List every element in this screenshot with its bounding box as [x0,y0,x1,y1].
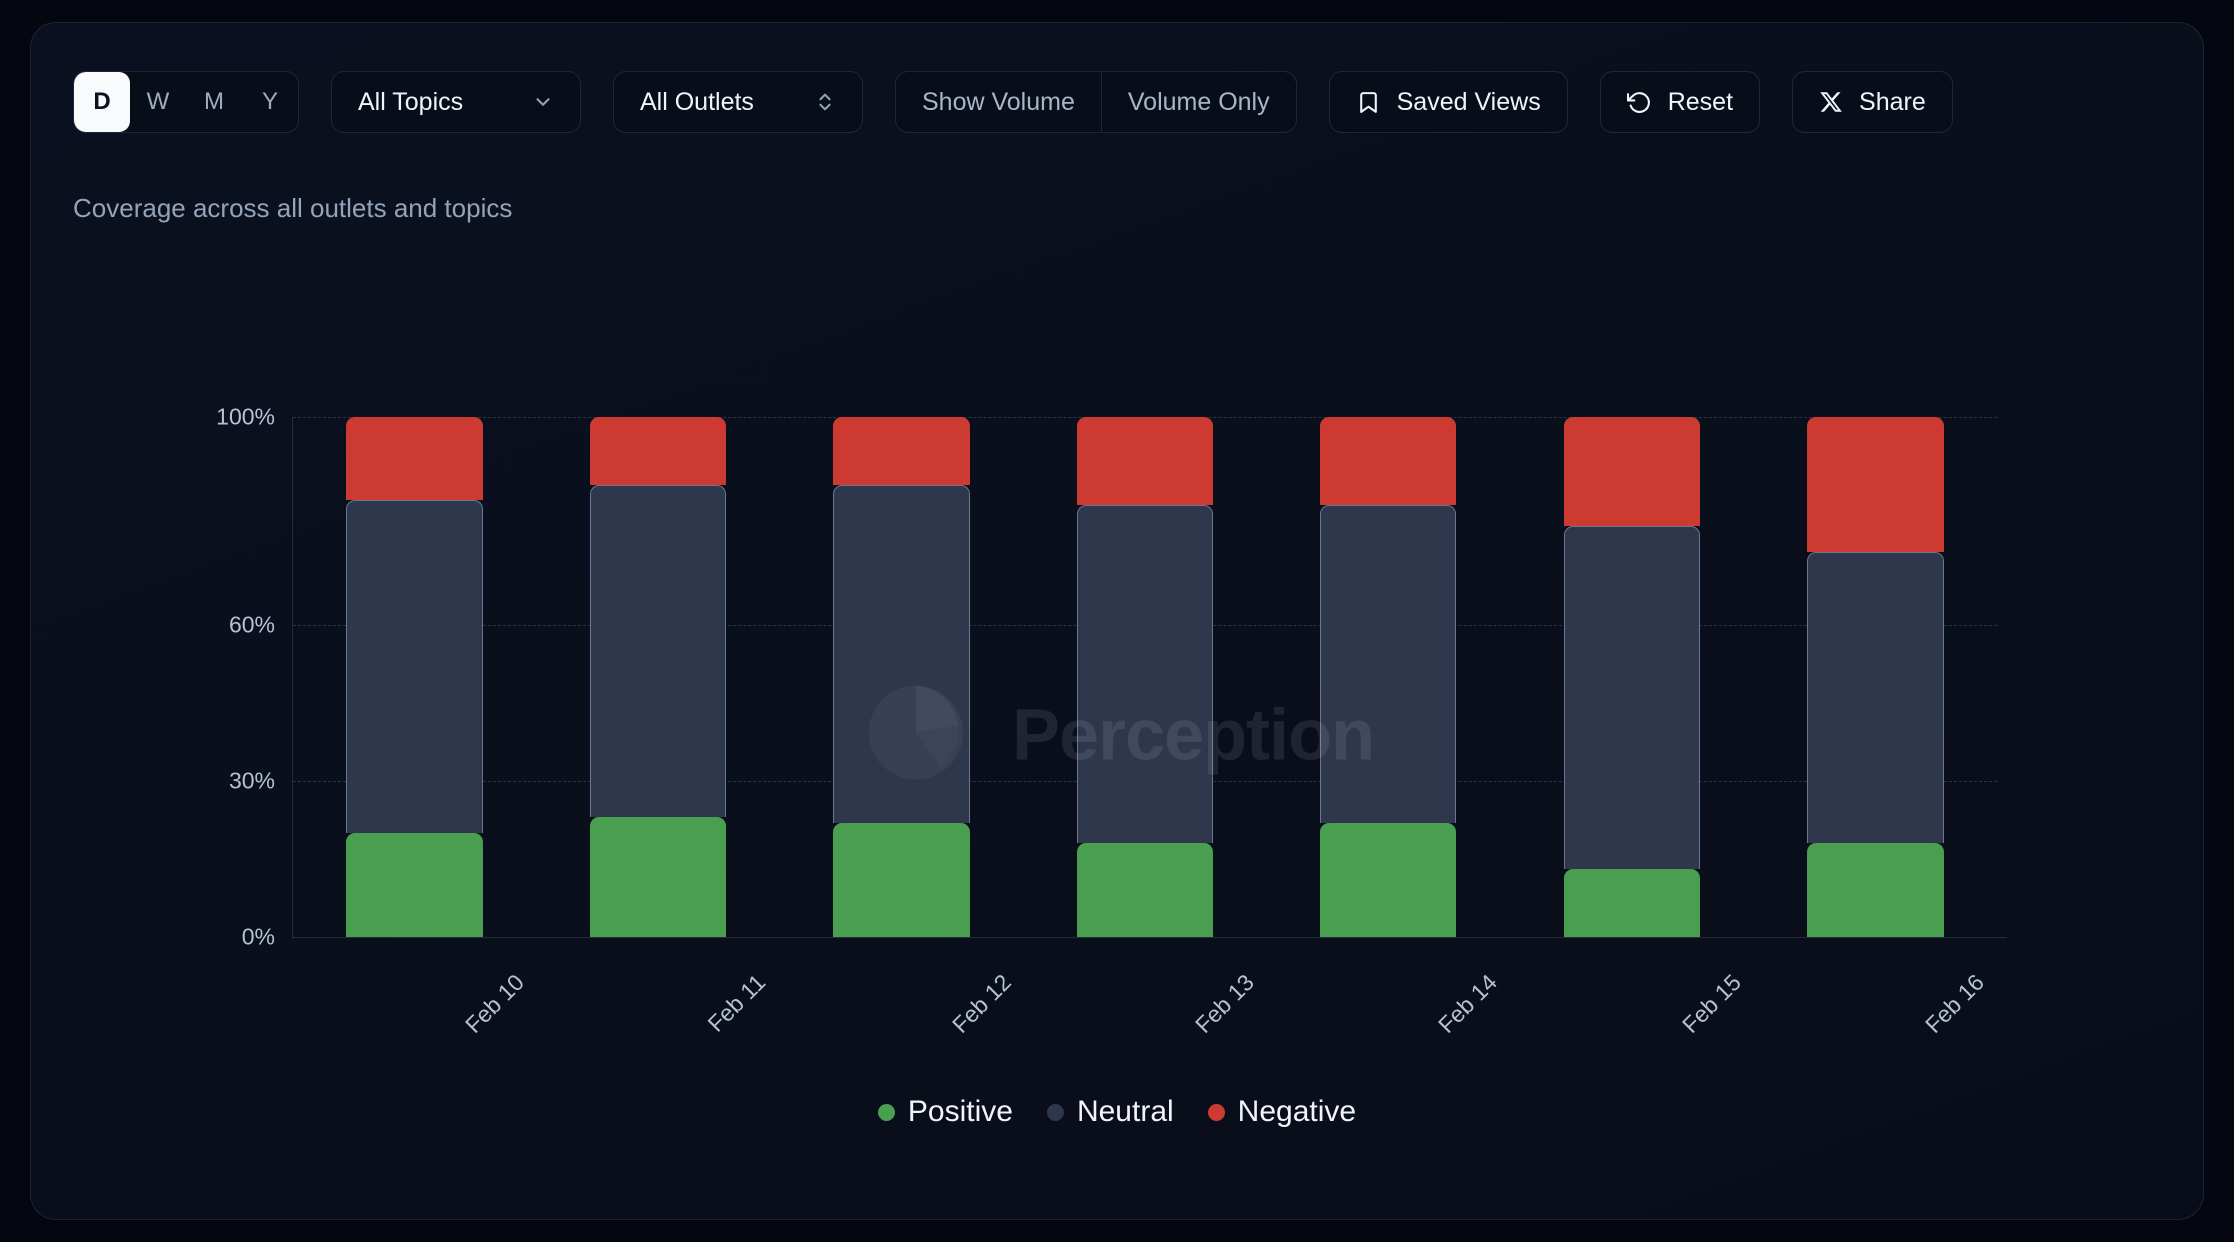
bar-column[interactable] [1754,417,1997,937]
x-axis-tick: Feb 12 [946,969,1016,1039]
topics-select-value: All Topics [358,87,464,116]
x-logo-icon [1819,90,1843,114]
chart-legend: Positive Neutral Negative [31,1095,2203,1129]
bar-column[interactable] [780,417,1023,937]
bar-series [293,417,1997,937]
bar-segment-negative[interactable] [590,417,727,485]
bar-segment-negative[interactable] [1563,417,1700,527]
bar-segment-positive[interactable] [1320,822,1457,937]
x-axis-tick: Feb 14 [1433,969,1503,1039]
chart-subtitle: Coverage across all outlets and topics [73,193,513,223]
stacked-bar[interactable] [1320,417,1457,937]
range-option-w[interactable]: W [130,72,186,132]
chevron-up-down-icon [814,91,836,113]
bookmark-icon [1356,90,1381,115]
topics-select[interactable]: All Topics [331,71,581,133]
reset-label: Reset [1667,87,1734,116]
legend-label: Neutral [1076,1095,1174,1128]
outlets-select[interactable]: All Outlets [613,71,863,133]
volume-toggle-group: Show Volume Volume Only [895,71,1297,133]
gridline [293,937,1997,938]
plot-area: 100% 60% 30% 0% Feb 10 Feb 11 Feb 12 Feb 13 Feb… [216,404,2007,1038]
y-axis-tick: 60% [228,611,275,638]
legend-label: Positive [907,1095,1013,1128]
bar-segment-positive[interactable] [590,817,727,937]
bar-column[interactable] [1510,417,1753,937]
range-option-d[interactable]: D [74,72,130,132]
stacked-bar[interactable] [1806,417,1944,937]
x-axis-tick: Feb 13 [1189,969,1259,1039]
bar-segment-positive[interactable] [346,833,484,937]
legend-swatch-icon [1207,1103,1225,1121]
bar-segment-neutral[interactable] [833,484,971,823]
legend-item-neutral[interactable]: Neutral [1046,1095,1174,1129]
range-option-m[interactable]: M [186,72,242,132]
bar-segment-positive[interactable] [1806,843,1944,937]
volume-only-button[interactable]: Volume Only [1102,72,1296,132]
x-axis-tick: Feb 11 [702,969,771,1037]
toolbar-divider [1100,72,1102,132]
bar-segment-negative[interactable] [1806,417,1944,553]
x-axis-tick: Feb 16 [1920,969,1990,1039]
bar-segment-positive[interactable] [1563,869,1700,937]
stacked-bar[interactable] [590,417,727,937]
legend-item-positive[interactable]: Positive [877,1095,1013,1129]
bar-column[interactable] [1023,417,1266,937]
legend-item-negative[interactable]: Negative [1207,1095,1357,1129]
y-axis-line [292,417,293,937]
x-axis-tick: Feb 10 [459,969,529,1039]
bar-segment-neutral[interactable] [1320,505,1457,823]
rotate-ccw-icon [1626,90,1652,115]
bar-segment-neutral[interactable] [1563,526,1700,870]
bar-column[interactable] [293,417,536,937]
bar-segment-negative[interactable] [833,417,971,485]
reset-button[interactable]: Reset [1599,71,1761,133]
chevron-down-icon [532,91,554,113]
bar-segment-neutral[interactable] [1076,505,1213,844]
range-option-y[interactable]: Y [242,72,298,132]
bar-segment-positive[interactable] [1076,843,1213,937]
stacked-bar[interactable] [1563,417,1700,937]
bar-segment-negative[interactable] [346,417,484,501]
bar-segment-neutral[interactable] [1806,552,1944,844]
bar-segment-neutral[interactable] [590,484,727,818]
share-label: Share [1859,87,1926,116]
bar-column[interactable] [536,417,779,937]
legend-label: Negative [1237,1095,1357,1128]
y-axis-tick: 30% [228,767,275,794]
x-axis-tick: Feb 15 [1676,969,1746,1039]
outlets-select-value: All Outlets [640,87,754,116]
legend-swatch-icon [1046,1103,1064,1121]
y-axis-tick: 0% [241,923,275,950]
show-volume-button[interactable]: Show Volume [896,72,1101,132]
bar-segment-negative[interactable] [1320,417,1457,506]
saved-views-label: Saved Views [1396,87,1541,116]
stacked-bar[interactable] [833,417,971,937]
legend-swatch-icon [877,1103,895,1121]
bar-segment-negative[interactable] [1076,417,1213,506]
stacked-bar[interactable] [346,417,484,937]
x-axis-line [292,937,2007,938]
saved-views-button[interactable]: Saved Views [1328,71,1568,133]
bar-column[interactable] [1267,417,1510,937]
bar-segment-positive[interactable] [833,822,971,937]
bar-segment-neutral[interactable] [346,500,484,833]
y-axis-tick: 100% [216,403,275,430]
stacked-bar[interactable] [1076,417,1213,937]
share-button[interactable]: Share [1792,71,1953,133]
